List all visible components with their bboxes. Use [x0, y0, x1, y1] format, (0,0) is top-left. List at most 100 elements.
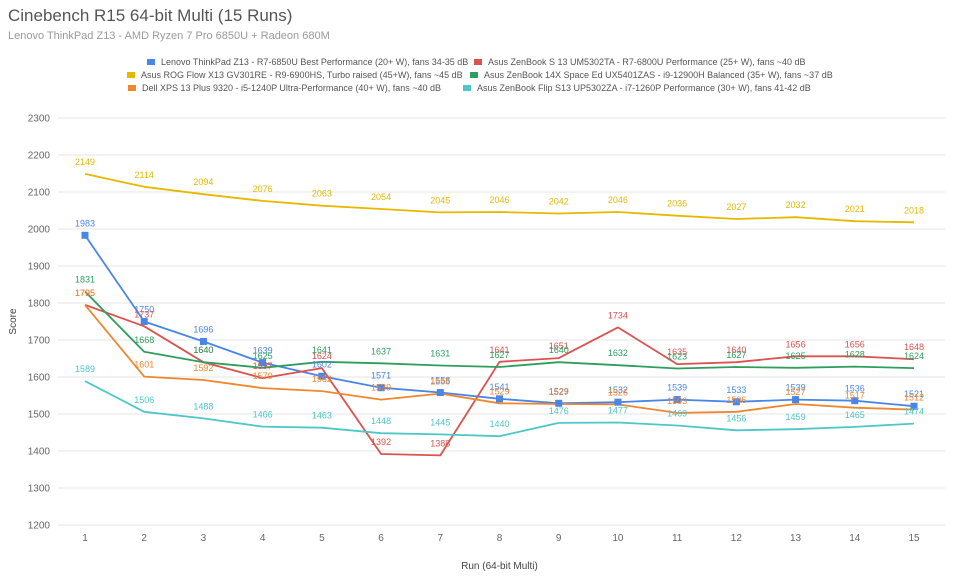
- data-label: 2032: [786, 200, 806, 210]
- y-tick-label: 1400: [28, 447, 51, 458]
- series-markers: [81, 231, 918, 410]
- data-label: 1640: [193, 345, 213, 355]
- x-axis-title: Run (64-bit Multi): [461, 561, 538, 572]
- legend-swatch: [147, 59, 155, 65]
- data-label: 1506: [726, 395, 746, 405]
- data-label: 1469: [667, 408, 687, 418]
- data-label: 1696: [193, 324, 213, 334]
- data-label: 1637: [371, 346, 391, 356]
- data-label: 1795: [75, 288, 95, 298]
- data-label: 1656: [845, 339, 865, 349]
- data-label: 1640: [549, 345, 569, 355]
- data-point: [732, 398, 740, 406]
- data-label: 1570: [253, 371, 273, 381]
- data-label: 1640: [193, 345, 213, 355]
- y-tick-label: 2200: [28, 151, 51, 162]
- data-label: 1592: [193, 363, 213, 373]
- legend-entry: Dell XPS 13 Plus 9320 - i5-1240P Ultra-P…: [142, 83, 441, 93]
- data-label: 1624: [312, 351, 332, 361]
- data-label: 1641: [312, 345, 332, 355]
- legend-swatch: [463, 85, 471, 91]
- chart-title: Cinebench R15 64-bit Multi (15 Runs): [8, 6, 293, 25]
- data-label: 1477: [608, 406, 628, 416]
- legend-swatch: [470, 72, 478, 78]
- data-label: 1627: [726, 350, 746, 360]
- x-tick-label: 5: [319, 533, 325, 544]
- data-label: 2063: [312, 189, 332, 199]
- data-label: 1640: [726, 345, 746, 355]
- data-label: 1625: [253, 351, 273, 361]
- data-label: 2021: [845, 204, 865, 214]
- x-tick-label: 7: [438, 533, 444, 544]
- data-label: 1589: [75, 364, 95, 374]
- data-label: 2042: [549, 196, 569, 206]
- data-point: [318, 372, 326, 380]
- y-tick-label: 2100: [28, 188, 51, 199]
- legend-entry: Lenovo ThinkPad Z13 - R7-6850U Best Perf…: [161, 57, 468, 67]
- data-label: 1529: [549, 386, 569, 396]
- data-label: 1737: [134, 309, 154, 319]
- data-label: 1632: [608, 348, 628, 358]
- data-label: 1635: [667, 347, 687, 357]
- data-label: 1440: [489, 419, 509, 429]
- data-label: 1601: [134, 360, 154, 370]
- series-line: [84, 380, 915, 438]
- data-label: 2046: [489, 195, 509, 205]
- data-label: 1526: [608, 387, 628, 397]
- data-label: 2149: [75, 157, 95, 167]
- data-label: 1562: [312, 374, 332, 384]
- data-label: 1474: [904, 407, 924, 417]
- data-label: 2094: [193, 177, 213, 187]
- data-label: 1488: [193, 401, 213, 411]
- data-label: 1539: [371, 383, 391, 393]
- data-point: [259, 359, 267, 367]
- series-line: [84, 304, 915, 414]
- data-label: 2076: [253, 184, 273, 194]
- data-point: [614, 398, 622, 406]
- x-tick-label: 6: [378, 533, 384, 544]
- data-label: 1445: [430, 417, 450, 427]
- data-label: 1463: [312, 411, 332, 421]
- data-label: 1532: [608, 385, 628, 395]
- x-tick-label: 15: [908, 533, 920, 544]
- x-tick-label: 14: [849, 533, 861, 544]
- x-tick-label: 12: [731, 533, 743, 544]
- legend: Lenovo ThinkPad Z13 - R7-6850U Best Perf…: [127, 57, 833, 93]
- data-label: 1795: [75, 288, 95, 298]
- data-label: 1627: [489, 350, 509, 360]
- x-tick-label: 13: [790, 533, 802, 544]
- data-label: 1641: [489, 345, 509, 355]
- data-label: 1558: [430, 376, 450, 386]
- data-label: 1512: [904, 393, 924, 403]
- y-tick-label: 1900: [28, 262, 51, 273]
- x-tick-label: 9: [556, 533, 562, 544]
- data-point: [851, 397, 859, 405]
- data-label: 1521: [904, 389, 924, 399]
- legend-swatch: [128, 85, 136, 91]
- data-label: 1734: [608, 310, 628, 320]
- axes: 1200 1300 1400 1500 1600 1700 1800 1900 2000 2100…: [28, 114, 920, 545]
- data-label: 1668: [134, 335, 154, 345]
- data-point: [910, 402, 918, 410]
- x-tick-label: 10: [612, 533, 624, 544]
- data-point: [199, 337, 207, 345]
- data-point: [555, 399, 563, 407]
- data-label: 1648: [904, 342, 924, 352]
- legend-entry: Asus ZenBook 14X Space Ed UX5401ZAS - i9…: [484, 70, 833, 80]
- data-label: 2046: [608, 195, 628, 205]
- x-tick-label: 2: [141, 533, 147, 544]
- data-point: [496, 395, 503, 403]
- data-label: 1503: [667, 396, 687, 406]
- y-tick-label: 1500: [28, 410, 51, 421]
- legend-entry: Asus ZenBook S 13 UM5302TA - R7-6800U Pe…: [488, 57, 806, 67]
- data-label: 1529: [489, 386, 509, 396]
- data-label: 1527: [549, 387, 569, 397]
- data-label: 1602: [312, 359, 332, 369]
- series-line: [84, 290, 915, 370]
- y-tick-label: 1800: [28, 299, 51, 310]
- series-line: [84, 173, 915, 224]
- data-label: 1506: [134, 395, 154, 405]
- series-lines: [84, 173, 915, 457]
- grid: [58, 117, 945, 526]
